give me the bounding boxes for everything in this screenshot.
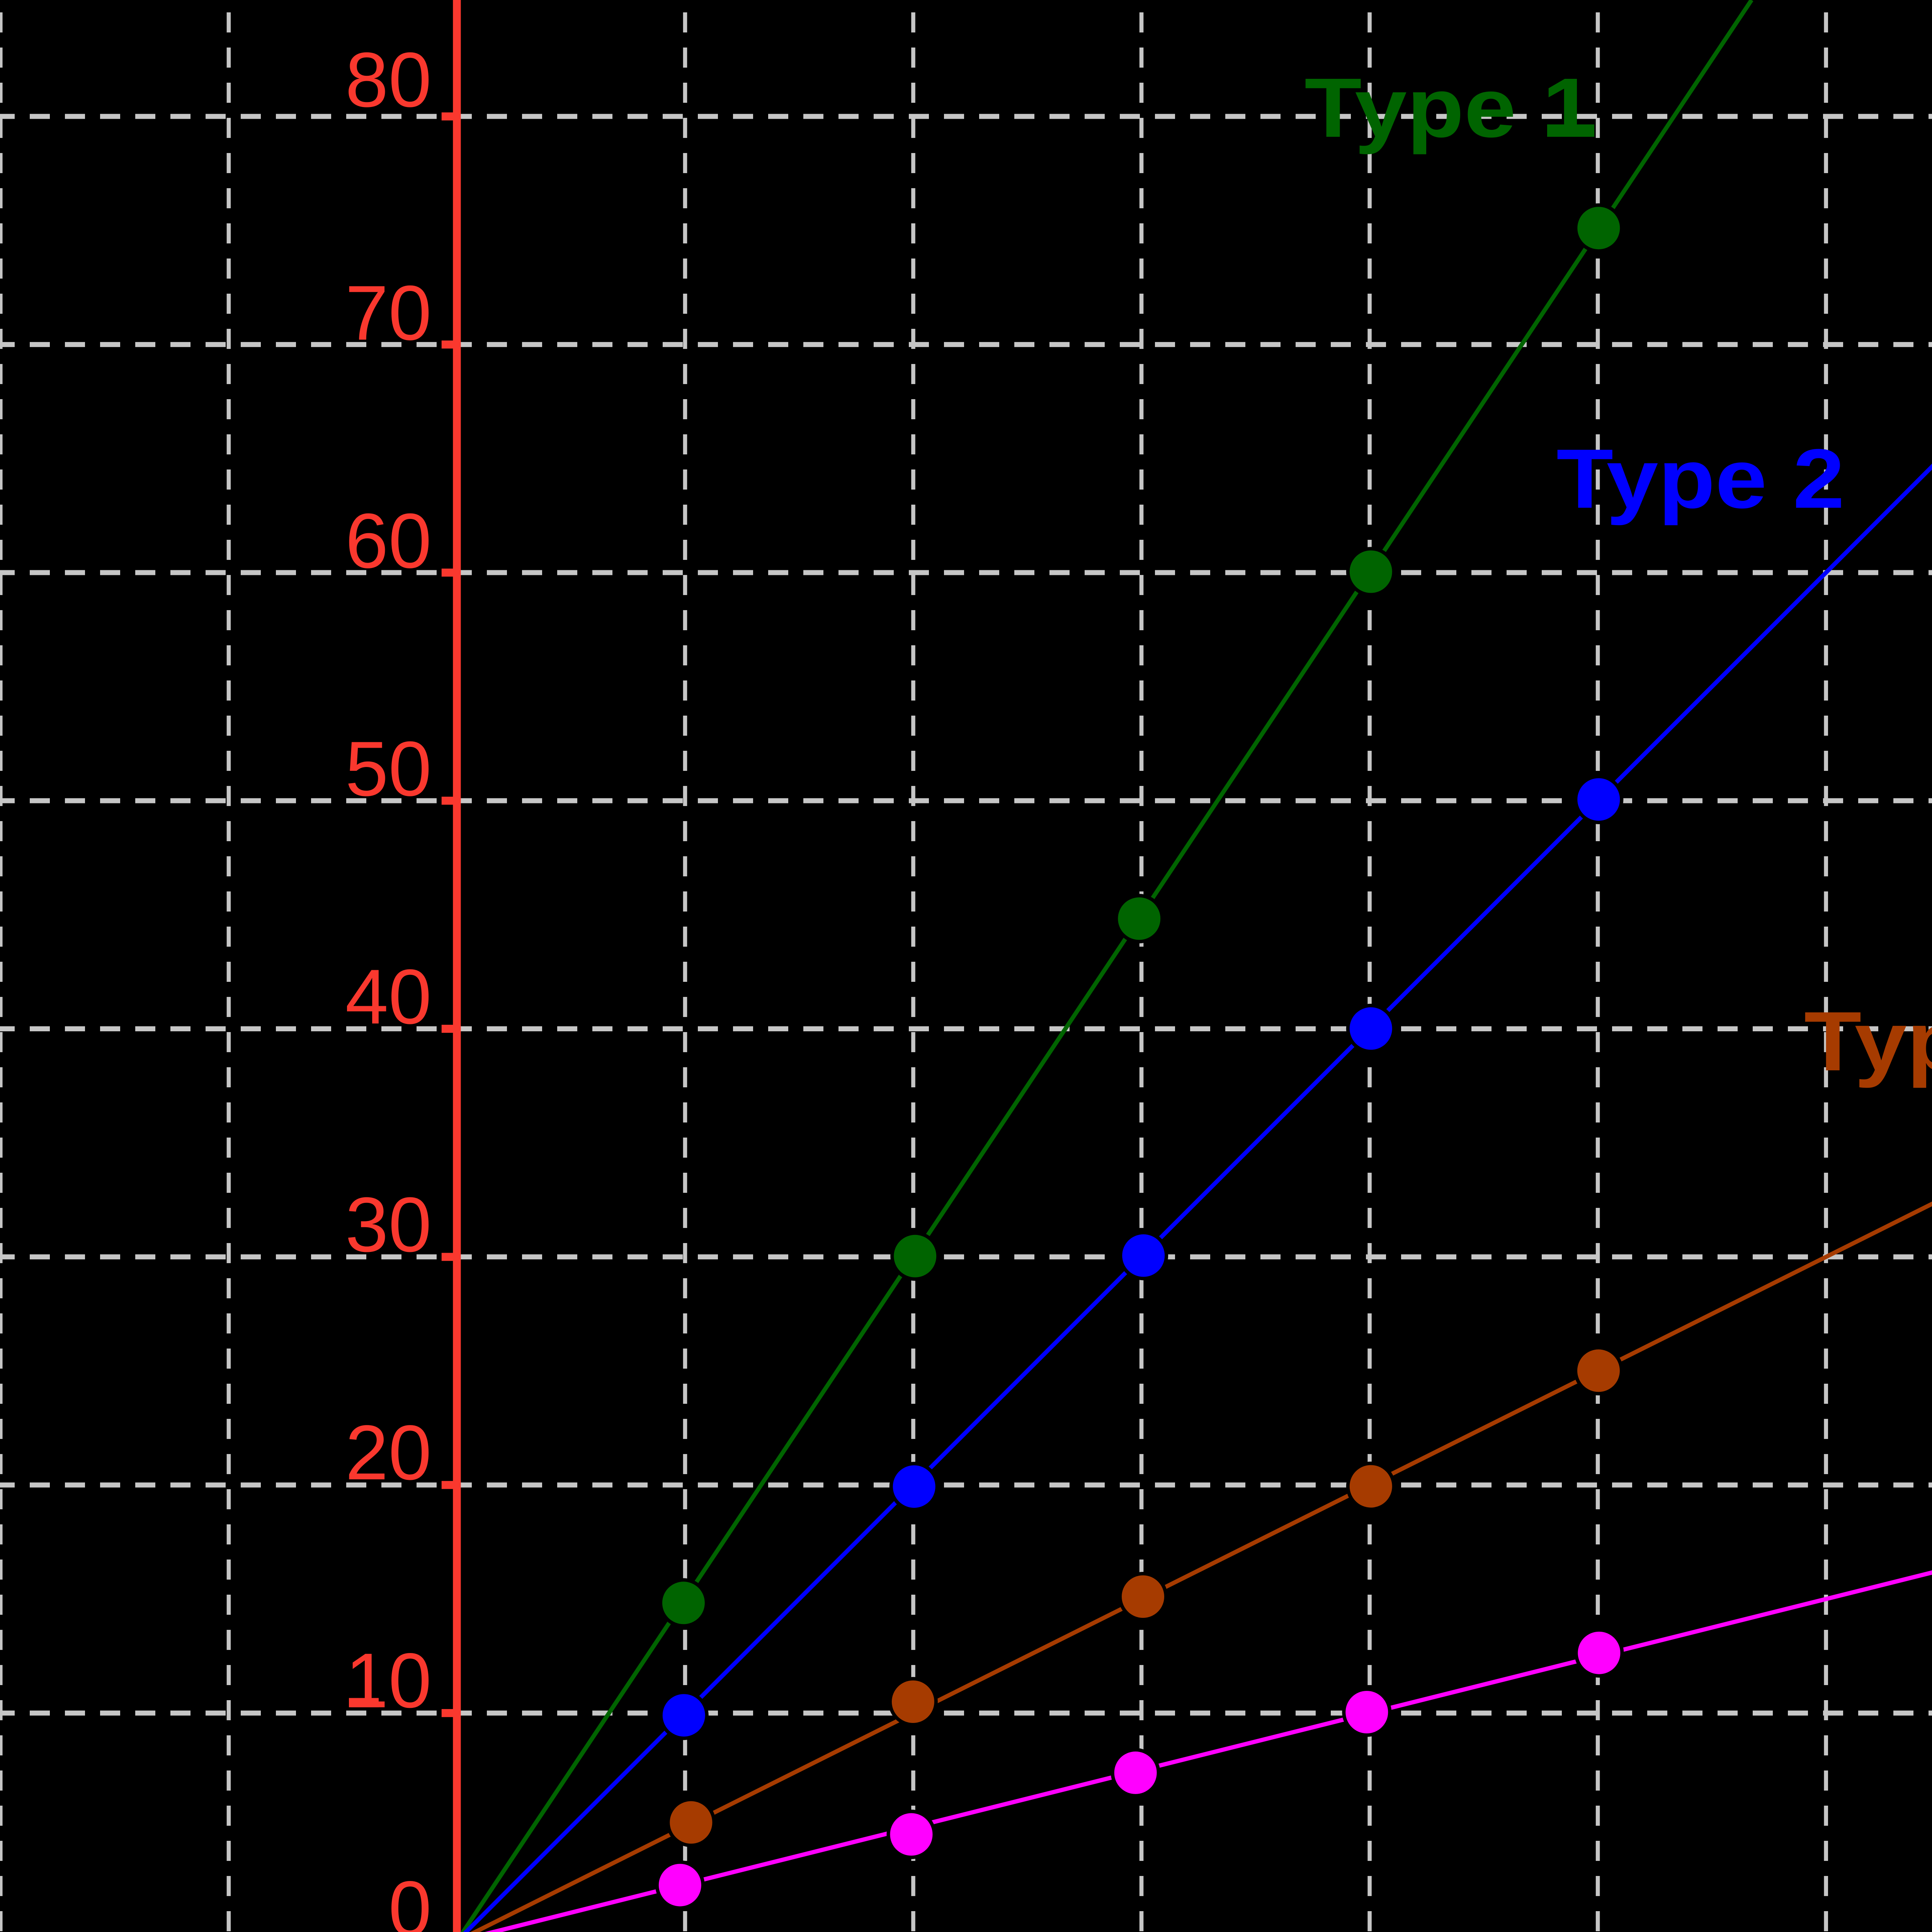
svg-text:70: 70 — [345, 269, 432, 356]
svg-text:Type 3: Type 3 — [1804, 995, 1932, 1088]
svg-text:60: 60 — [345, 497, 432, 584]
svg-text:Type 1: Type 1 — [1304, 61, 1594, 155]
svg-text:20: 20 — [345, 1409, 432, 1496]
svg-text:50: 50 — [345, 725, 432, 812]
svg-text:30: 30 — [345, 1181, 432, 1268]
svg-text:10: 10 — [345, 1637, 432, 1724]
svg-text:0: 0 — [388, 1865, 432, 1932]
svg-text:80: 80 — [345, 36, 432, 123]
svg-text:Type 2: Type 2 — [1556, 432, 1845, 526]
svg-text:40: 40 — [345, 953, 432, 1040]
